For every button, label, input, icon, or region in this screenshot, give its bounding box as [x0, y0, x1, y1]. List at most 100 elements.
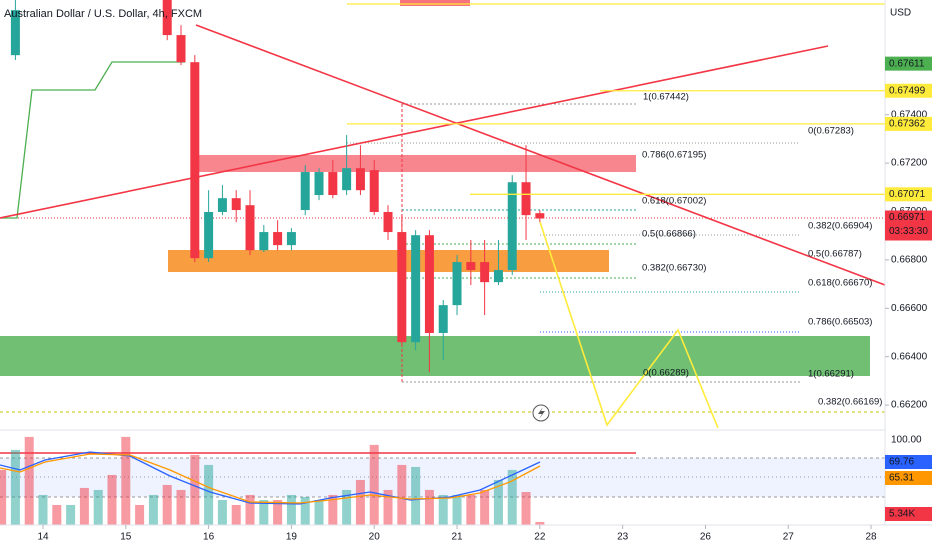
oscillator-scale-label: 100.00 — [891, 435, 922, 446]
candle-body — [424, 235, 434, 333]
volume-bar — [231, 504, 241, 525]
fib-label: 0.786(0.66503) — [808, 317, 872, 328]
fib-label: 0.618(0.66670) — [808, 278, 872, 289]
price-line-badge — [885, 187, 932, 202]
candle-body — [369, 170, 379, 212]
volume-bar — [286, 494, 296, 525]
oscillator-value-badge — [885, 455, 932, 469]
oscillator-lines — [0, 451, 541, 505]
volume-bar — [162, 484, 172, 525]
volume-bar — [369, 444, 379, 525]
y-tick-label: 0.66200 — [891, 400, 928, 411]
volume-bar — [66, 504, 76, 525]
volume-bar — [121, 436, 131, 525]
x-tick-label: 27 — [783, 532, 795, 543]
fib-label: 0.382(0.66730) — [642, 263, 706, 274]
last-price-label: 0.66971 — [889, 212, 926, 223]
volume-bar — [411, 466, 421, 525]
candle-body — [535, 213, 545, 219]
price-line-label: 0.67362 — [889, 119, 926, 130]
fib-label: 0.5(0.66787) — [808, 249, 862, 260]
candle-body — [10, 10, 20, 56]
fib-label: 0.5(0.66866) — [642, 229, 696, 240]
support-zone — [0, 336, 870, 376]
event-icon-glyph — [538, 407, 545, 419]
candle-body — [452, 262, 462, 306]
x-tick-label: 20 — [369, 532, 381, 543]
candle-body — [328, 172, 338, 196]
y-tick-label: 0.67200 — [891, 158, 928, 169]
volume-bar — [493, 479, 503, 525]
y-tick-label: 0.66800 — [891, 255, 928, 266]
volume-bar — [452, 494, 462, 525]
volume-bar — [314, 499, 324, 525]
volume-bar — [217, 499, 227, 525]
price-line-label: 0.67611 — [889, 58, 925, 69]
candle-body — [217, 198, 227, 212]
countdown-label: 03:33:30 — [889, 226, 928, 237]
candle-body — [204, 211, 214, 259]
volume-bar — [259, 499, 269, 525]
volume-bar — [176, 489, 186, 525]
currency-label: USD — [890, 8, 911, 19]
projection-path — [539, 221, 719, 429]
volume-bar — [10, 449, 20, 525]
oscillator-line — [0, 453, 541, 504]
trend-line — [195, 24, 886, 286]
oscillator-value-label: 65.31 — [889, 473, 914, 484]
fib-label: 0.786(0.67195) — [642, 150, 706, 161]
candle-body — [273, 232, 283, 246]
candle-body — [438, 305, 448, 333]
axes: 0.662000.664000.666000.668000.670000.672… — [37, 56, 932, 543]
candle-body — [300, 172, 310, 211]
candles — [10, 0, 545, 373]
volume-bar — [135, 504, 145, 525]
candle-body — [231, 198, 241, 211]
volume-bar — [424, 489, 434, 525]
chart-title: Australian Dollar / U.S. Dollar, 4h, FXC… — [4, 8, 202, 20]
y-tick-label: 0.67400 — [891, 109, 928, 120]
volume-bar — [52, 504, 62, 525]
volume-bar — [273, 499, 283, 525]
x-tick-label: 14 — [37, 532, 49, 543]
volume-bars — [0, 436, 545, 525]
trend-line — [0, 45, 829, 219]
oscillator-line — [0, 451, 541, 505]
candle-body — [507, 182, 517, 271]
volume-bar — [93, 489, 103, 525]
oscillator-value-badge — [885, 471, 932, 485]
candle-body — [286, 232, 296, 246]
top-zone — [400, 0, 470, 6]
volume-bar — [507, 469, 517, 525]
candle-body — [383, 211, 393, 233]
volume-bar — [148, 494, 158, 525]
volume-bar — [38, 494, 48, 525]
x-tick-label: 28 — [865, 532, 877, 543]
volume-bar — [521, 491, 531, 525]
volume-bar — [204, 464, 214, 525]
candle-body — [411, 235, 421, 343]
x-tick-label: 23 — [617, 532, 629, 543]
fib-label: 1(0.67442) — [643, 92, 689, 103]
volume-value-badge — [885, 507, 932, 521]
fib-label: 0.382(0.66169) — [818, 397, 882, 408]
volume-bar — [245, 494, 255, 525]
volume-bar — [79, 487, 89, 525]
fib-label: 0(0.66289) — [643, 368, 689, 379]
candle-body — [397, 232, 407, 343]
candle-body — [493, 270, 503, 283]
annotations: 1(0.67442) 0(0.67283) 0.786(0.67195) 0.618(… — [347, 90, 885, 408]
candle-body — [314, 172, 324, 196]
oscillator-value-label: 69.76 — [889, 457, 914, 468]
volume-bar — [24, 436, 34, 525]
x-tick-label: 15 — [120, 532, 132, 543]
resistance-zone — [193, 155, 636, 172]
volume-bar — [342, 489, 352, 525]
fib-label: 0.382(0.66904) — [808, 221, 872, 232]
last-price-badge — [885, 210, 932, 241]
x-tick-label: 26 — [700, 532, 712, 543]
price-line-label: 0.67071 — [889, 189, 926, 200]
price-line-badge — [885, 116, 932, 131]
volume-bar — [466, 494, 476, 525]
